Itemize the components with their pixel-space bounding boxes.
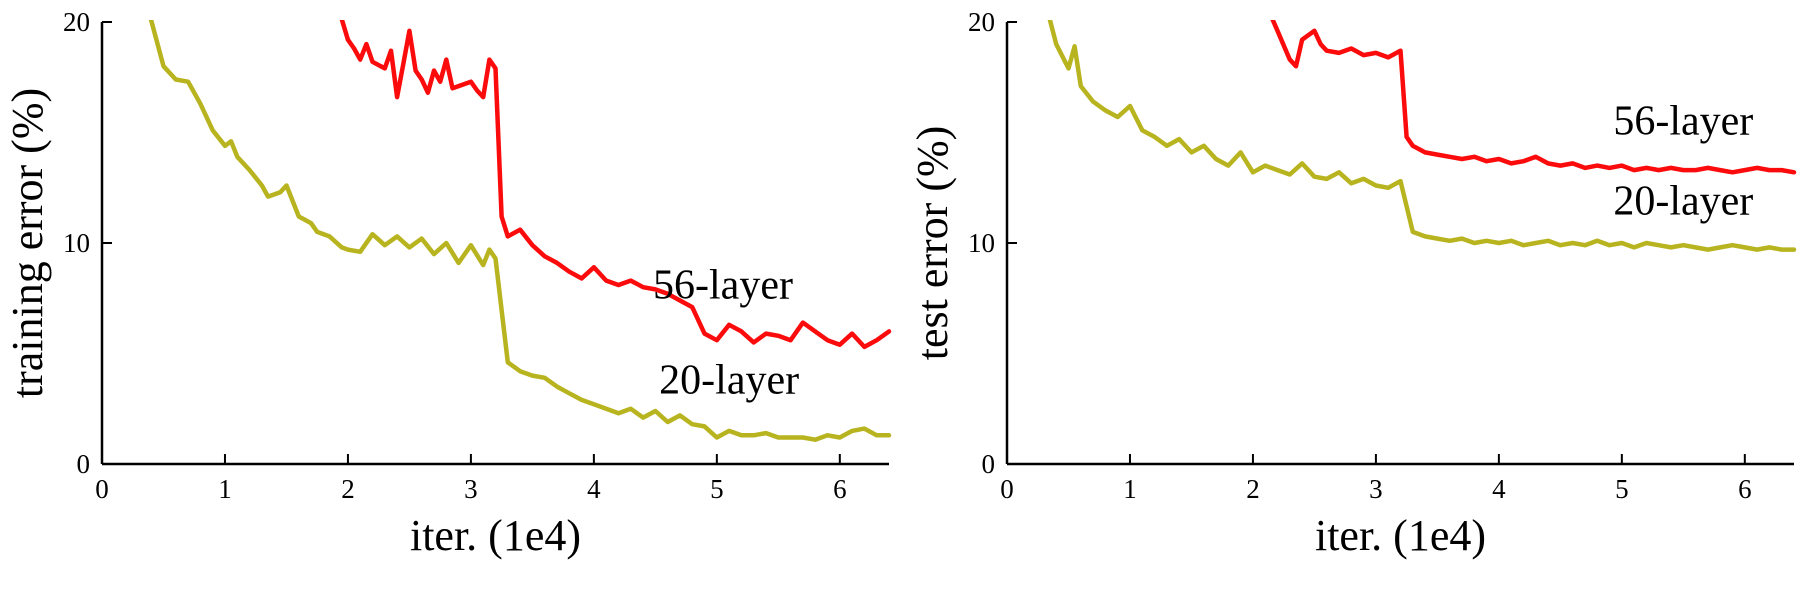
series-group [1047, 20, 1797, 252]
x-tick-label: 4 [587, 474, 601, 504]
series-label-20-layer: 20-layer [1613, 178, 1753, 224]
y-tick-label: 10 [63, 228, 90, 258]
series-label-56-layer: 56-layer [653, 262, 793, 308]
x-tick-label: 6 [1738, 474, 1752, 504]
series-line-20-layer [1047, 20, 1797, 252]
x-tick-label: 3 [464, 474, 478, 504]
x-tick-label: 1 [1123, 474, 1137, 504]
y-axis-label: training error (%) [3, 88, 52, 398]
y-tick-label: 10 [968, 228, 995, 258]
x-tick-label: 0 [95, 474, 109, 504]
x-tick-label: 5 [1615, 474, 1629, 504]
x-tick-label: 0 [1000, 474, 1014, 504]
x-axis-label: iter. (1e4) [1315, 511, 1486, 560]
training-error-plot: 0 1 2 3 4 5 6 0 10 20 iter. (1e4) training error (%… [3, 7, 892, 560]
test-error-plot: 0 1 2 3 4 5 6 0 10 20 iter. (1e4) test error (%) 56-… [908, 7, 1797, 560]
x-tick-label: 2 [1246, 474, 1260, 504]
test-error-chart: 0 1 2 3 4 5 6 0 10 20 iter. (1e4) test error (%) 56-… [905, 0, 1810, 614]
y-tick-label: 0 [982, 449, 996, 479]
y-tick-label: 20 [63, 7, 90, 37]
series-group [148, 20, 892, 442]
x-tick-label: 6 [833, 474, 847, 504]
y-axis-label: test error (%) [908, 126, 957, 361]
x-axis-label: iter. (1e4) [410, 511, 581, 560]
x-tick-label: 1 [218, 474, 232, 504]
x-tick-label: 4 [1492, 474, 1506, 504]
x-tick-label: 2 [341, 474, 355, 504]
series-line-20-layer [148, 20, 892, 442]
x-tick-label: 3 [1369, 474, 1383, 504]
y-tick-label: 20 [968, 7, 995, 37]
y-tick-label: 0 [77, 449, 91, 479]
series-label-20-layer: 20-layer [659, 357, 799, 403]
series-line-56-layer [339, 20, 892, 350]
series-label-56-layer: 56-layer [1613, 99, 1753, 145]
training-error-chart: 0 1 2 3 4 5 6 0 10 20 iter. (1e4) training error (%… [0, 0, 905, 614]
x-tick-label: 5 [710, 474, 724, 504]
series-line-56-layer [1270, 20, 1797, 175]
